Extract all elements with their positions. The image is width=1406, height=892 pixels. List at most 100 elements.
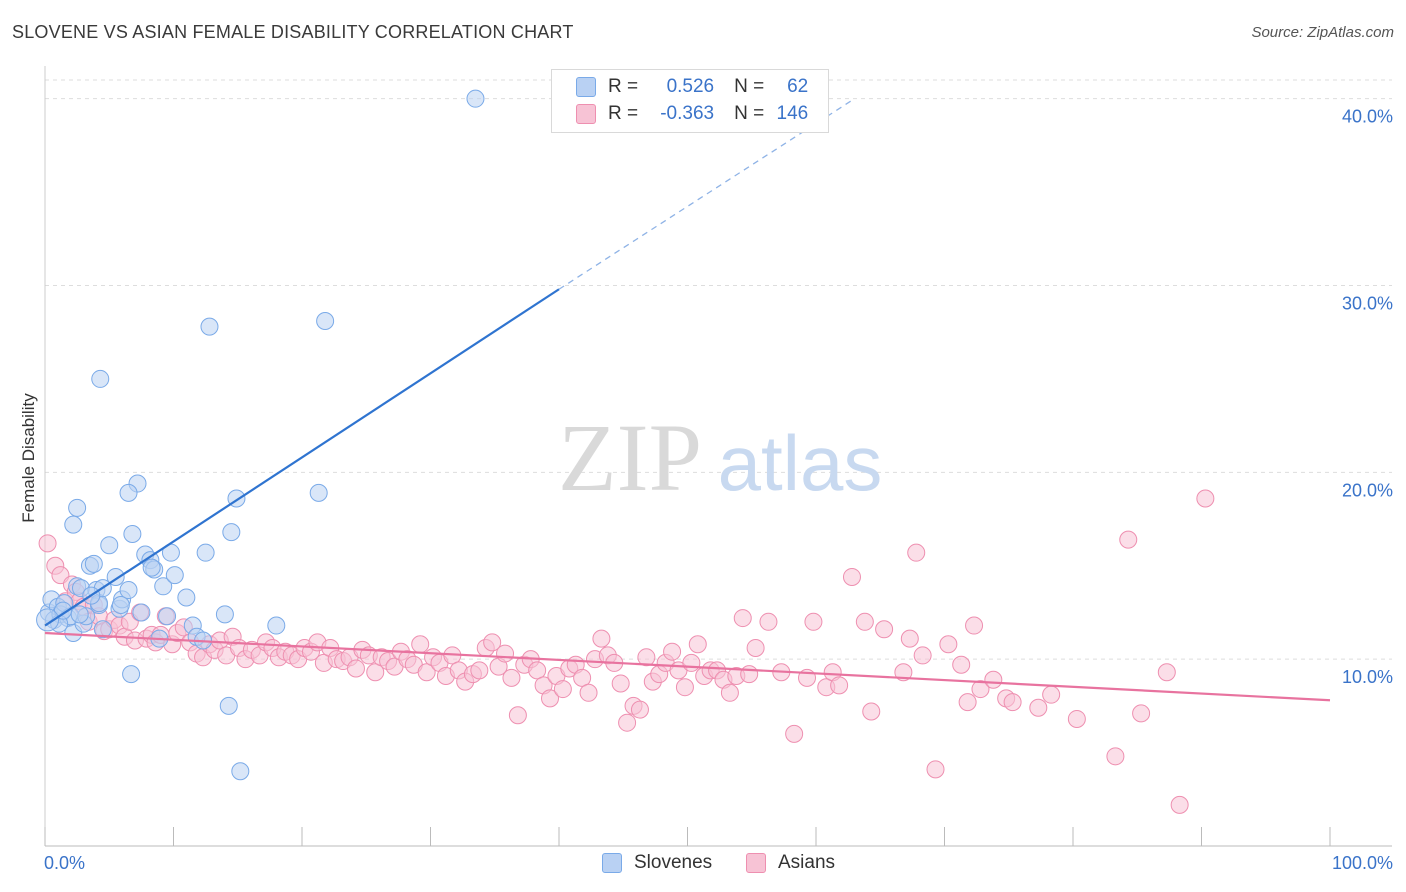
- gridlines: [45, 79, 1392, 660]
- asians-point: [38, 534, 57, 553]
- slovenes-trend-line: [44, 288, 560, 627]
- x-tick-label: 100.0%: [1332, 853, 1393, 873]
- asians-point: [804, 612, 823, 631]
- slovenes-point: [84, 554, 103, 573]
- slovenes-point: [100, 536, 119, 555]
- asians-legend-swatch: [746, 853, 766, 873]
- slovenes-point: [122, 665, 141, 684]
- asians-point: [900, 629, 919, 648]
- asians-point: [971, 680, 990, 699]
- source-label: Source: ZipAtlas.com: [1251, 24, 1394, 41]
- asians-point: [1132, 704, 1151, 723]
- slovenes-point: [68, 498, 87, 517]
- asians-point: [1106, 747, 1125, 766]
- asians-point: [346, 659, 365, 678]
- asians-point: [637, 648, 656, 667]
- y-axis-label: Female Disability: [19, 393, 38, 523]
- asians-point: [913, 646, 932, 665]
- slovenes-point: [222, 523, 241, 542]
- asians-point: [939, 635, 958, 654]
- watermark-atlas: atlas: [718, 419, 883, 507]
- slovenes-point: [316, 312, 335, 331]
- asians-point: [855, 612, 874, 631]
- asians-point: [965, 616, 984, 635]
- asians-point: [733, 609, 752, 628]
- asians-point: [508, 706, 527, 725]
- axis-labels: 10.0% 20.0% 30.0% 40.0% 0.0% 100.0% Female Dis…: [19, 107, 1393, 873]
- asians-legend-label: Asians: [778, 852, 836, 873]
- y-tick-label: 40.0%: [1342, 107, 1393, 127]
- asians-point: [1067, 709, 1086, 728]
- asians-swatch: [576, 104, 596, 124]
- asians-point: [470, 661, 489, 680]
- asians-point: [746, 638, 765, 657]
- asians-point: [1119, 530, 1138, 549]
- asians-point: [1029, 698, 1048, 717]
- legend-item-asians: Asians: [746, 852, 835, 874]
- r-label: R =: [608, 76, 639, 97]
- asians-point: [785, 724, 804, 743]
- r-label: R =: [608, 103, 639, 124]
- slovenes-point: [154, 577, 173, 596]
- slovenes-point: [132, 603, 151, 622]
- n-label: N =: [734, 103, 765, 124]
- y-tick-label: 10.0%: [1342, 667, 1393, 687]
- asians-point: [894, 663, 913, 682]
- slovenes-point: [93, 620, 112, 639]
- n-label: N =: [734, 76, 765, 97]
- watermark: ZIP atlas: [558, 404, 882, 511]
- asians-point: [875, 620, 894, 639]
- asians-points: [38, 489, 1215, 814]
- asians-point: [496, 644, 515, 663]
- asians-point: [502, 668, 521, 687]
- asians-point: [1170, 795, 1189, 814]
- slovenes-legend-swatch: [602, 853, 622, 873]
- slovenes-point: [177, 588, 196, 607]
- trend-lines: [44, 98, 1331, 702]
- slovenes-point: [196, 543, 215, 562]
- asians-point: [675, 678, 694, 697]
- asians-point: [366, 663, 385, 682]
- asians-point: [417, 663, 436, 682]
- slovenes-swatch: [576, 77, 596, 97]
- asians-point: [907, 543, 926, 562]
- slovenes-point: [158, 607, 177, 626]
- asians-point: [926, 760, 945, 779]
- slovenes-point: [165, 566, 184, 585]
- asians-point: [830, 676, 849, 695]
- asians-point: [528, 661, 547, 680]
- asians-point: [618, 713, 637, 732]
- slovenes-legend-label: Slovenes: [634, 852, 713, 873]
- asians-point: [952, 655, 971, 674]
- legend-row-slovenes: R = 0.526 N = 62: [576, 74, 808, 100]
- slovenes-point: [219, 696, 238, 715]
- asians-point: [1157, 663, 1176, 682]
- asians-point: [682, 653, 701, 672]
- asians-point: [1196, 489, 1215, 508]
- asians-n-value: 146: [776, 103, 809, 124]
- series-legend: Slovenes Asians: [0, 852, 1406, 878]
- asians-point: [411, 635, 430, 654]
- chart-title: SLOVENE VS ASIAN FEMALE DISABILITY CORRE…: [12, 22, 574, 42]
- asians-point: [579, 683, 598, 702]
- correlation-legend: R = 0.526 N = 62 R = -0.363 N = 146: [551, 69, 829, 133]
- slovenes-point: [119, 581, 138, 600]
- asians-point: [842, 567, 861, 586]
- asians-point: [759, 612, 778, 631]
- asians-point: [573, 668, 592, 687]
- slovenes-point: [466, 89, 485, 108]
- asians-point: [958, 693, 977, 712]
- asians-point: [611, 674, 630, 693]
- asians-r-value: -0.363: [660, 103, 715, 124]
- slovenes-point: [123, 524, 142, 543]
- asians-point: [720, 683, 739, 702]
- legend-row-asians: R = -0.363 N = 146: [576, 101, 808, 127]
- asians-point: [688, 635, 707, 654]
- y-tick-label: 30.0%: [1342, 294, 1393, 314]
- slovenes-point: [53, 601, 72, 620]
- asians-point: [740, 665, 759, 684]
- slovenes-point: [64, 515, 83, 534]
- slovenes-point: [267, 616, 286, 635]
- slovenes-points: [36, 89, 485, 781]
